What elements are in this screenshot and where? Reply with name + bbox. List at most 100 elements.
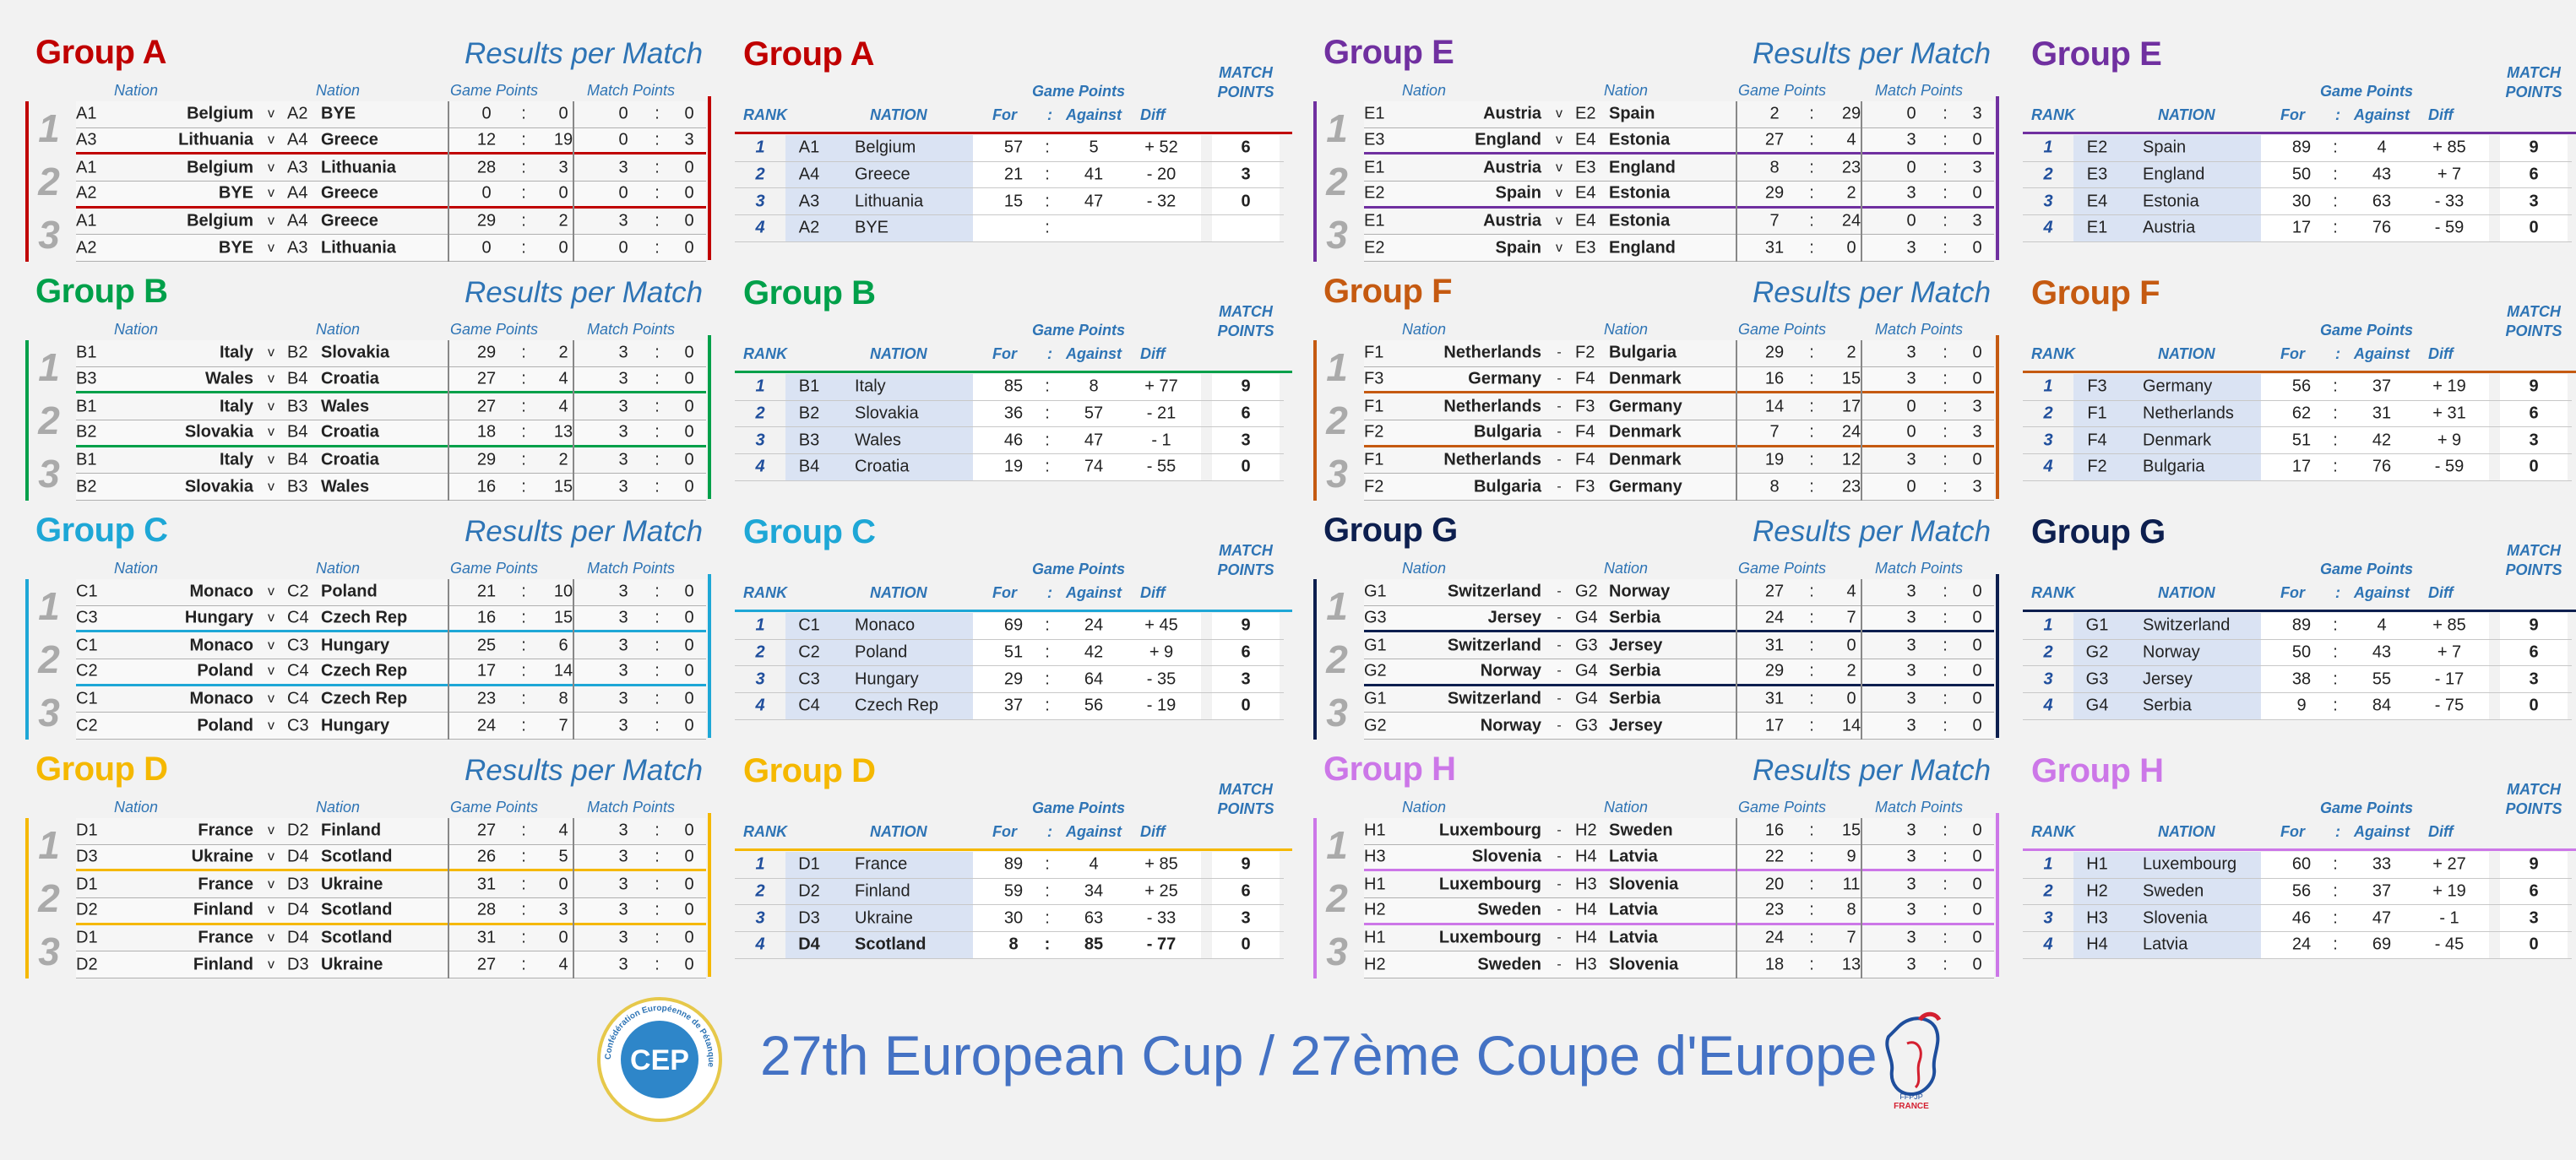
team-code-home: F2 bbox=[1364, 422, 1384, 442]
team-code-home: B2 bbox=[76, 477, 97, 496]
rank-number: 4 bbox=[2043, 935, 2053, 954]
team-name: Poland bbox=[855, 642, 908, 662]
team-code: E4 bbox=[2086, 192, 2108, 211]
team-name-home: Monaco bbox=[189, 689, 253, 708]
team-name-away: Lithuania bbox=[321, 158, 396, 177]
right-color-bar bbox=[1996, 813, 1999, 977]
team-code-home: A1 bbox=[76, 158, 97, 177]
game-points-home: 27 bbox=[476, 397, 497, 416]
nation-shade bbox=[785, 135, 973, 242]
match-row: A1 Belgium v A3 Lithuania 28 3 3 0:: bbox=[76, 154, 706, 182]
game-points-header: Game Points bbox=[2320, 322, 2414, 339]
nation-header-home: Nation bbox=[1402, 321, 1447, 338]
score-colon: : bbox=[655, 104, 660, 123]
match-points-header: MATCH POINTS bbox=[2505, 781, 2562, 817]
game-points-away: 4 bbox=[558, 821, 568, 840]
points-against: 34 bbox=[1084, 881, 1104, 901]
match-points-shade bbox=[2500, 852, 2568, 959]
match-points: 9 bbox=[2529, 377, 2539, 396]
match-points-home: 3 bbox=[618, 477, 628, 496]
ranking-row: 1 A1 Belgium 57 5 + 52 6: bbox=[735, 135, 1284, 162]
team-code-home: H1 bbox=[1364, 821, 1386, 840]
match-points: 9 bbox=[2529, 138, 2539, 157]
versus-mark: v bbox=[268, 957, 274, 972]
column-divider bbox=[448, 818, 449, 978]
score-colon: : bbox=[1045, 138, 1050, 157]
points-against: 47 bbox=[1084, 192, 1104, 211]
match-points-away: 0 bbox=[684, 689, 694, 708]
match-points-shade bbox=[2500, 613, 2568, 720]
points-diff: + 85 bbox=[2432, 615, 2466, 635]
diff-header: Diff bbox=[1140, 823, 1166, 840]
rank-number: 3 bbox=[755, 669, 765, 689]
match-row: D1 France v D4 Scotland 31 0 3 0:: bbox=[76, 924, 706, 952]
points-for: 60 bbox=[2291, 854, 2312, 874]
team-code-home: D3 bbox=[76, 847, 98, 866]
team-code-home: A2 bbox=[76, 183, 97, 203]
score-colon: : bbox=[1045, 404, 1050, 423]
team-code-away: C3 bbox=[287, 636, 309, 655]
score-colon: : bbox=[521, 582, 526, 601]
game-points-shade bbox=[973, 374, 1201, 481]
team-code-home: D2 bbox=[76, 900, 98, 919]
rank-number: 2 bbox=[2043, 165, 2053, 184]
rank-number: 1 bbox=[2043, 138, 2053, 157]
team-code-away: B3 bbox=[287, 477, 308, 496]
team-code-away: C2 bbox=[287, 582, 309, 601]
match-points: 0 bbox=[2529, 696, 2539, 715]
matchday-number: 1 bbox=[38, 583, 60, 628]
game-points-shade bbox=[973, 613, 1201, 720]
points-against: 4 bbox=[2377, 138, 2387, 157]
match-points-away: 0 bbox=[1972, 689, 1982, 708]
nation-header: NATION bbox=[2158, 345, 2215, 362]
game-points-home: 12 bbox=[476, 130, 497, 149]
colon-header: : bbox=[2335, 345, 2340, 362]
match-points-home: 3 bbox=[618, 716, 628, 735]
team-code-away: F4 bbox=[1575, 450, 1595, 469]
points-for: 29 bbox=[1003, 669, 1024, 689]
team-code-away: G2 bbox=[1575, 582, 1598, 601]
team-code-away: F3 bbox=[1575, 477, 1595, 496]
versus-mark: - bbox=[1557, 957, 1562, 972]
match-points: 0 bbox=[2529, 935, 2539, 954]
score-colon: : bbox=[1943, 477, 1948, 496]
game-points-away: 3 bbox=[558, 900, 568, 919]
score-colon: : bbox=[1943, 397, 1948, 416]
points-diff: - 17 bbox=[2434, 669, 2465, 689]
team-name-away: Germany bbox=[1609, 477, 1682, 496]
team-name-away: Latvia bbox=[1609, 900, 1658, 919]
colon-header: : bbox=[2335, 584, 2340, 601]
match-points-header: Match Points bbox=[1875, 560, 1964, 577]
versus-mark: v bbox=[268, 637, 274, 653]
team-name: Austria bbox=[2143, 218, 2196, 237]
match-points: 3 bbox=[2529, 192, 2539, 211]
rank-header: RANK bbox=[2031, 823, 2075, 840]
team-name-away: Scotland bbox=[321, 847, 393, 866]
game-points-home: 0 bbox=[481, 238, 492, 257]
match-points: 0 bbox=[1241, 935, 1251, 954]
left-color-bar bbox=[1313, 818, 1317, 978]
matchday-number: 3 bbox=[1326, 213, 1348, 257]
score-colon: : bbox=[2333, 696, 2338, 715]
match-points-home: 3 bbox=[618, 343, 628, 362]
group-title: Group B bbox=[743, 274, 876, 312]
rank-header: RANK bbox=[2031, 345, 2075, 362]
match-points-away: 0 bbox=[684, 661, 694, 680]
ranking-row: 3 H3 Slovenia 46 47 - 1 3: bbox=[2023, 905, 2572, 933]
game-points-away: 4 bbox=[1846, 130, 1856, 149]
score-colon: : bbox=[521, 422, 526, 442]
match-row: F3 Germany - F4 Denmark 16 15 3 0:: bbox=[1364, 366, 1994, 394]
points-for: 51 bbox=[1003, 642, 1024, 662]
game-points-away: 0 bbox=[558, 238, 568, 257]
match-points: 0 bbox=[1241, 696, 1251, 715]
match-points: 3 bbox=[1241, 669, 1251, 689]
points-diff: - 59 bbox=[2434, 218, 2465, 237]
team-name-away: Estonia bbox=[1609, 211, 1671, 230]
ranking-header-line bbox=[735, 848, 1292, 851]
points-diff: - 33 bbox=[1146, 908, 1177, 928]
team-code: C4 bbox=[798, 696, 820, 715]
team-name: Serbia bbox=[2143, 696, 2192, 715]
team-code: C2 bbox=[798, 642, 820, 662]
nation-header-away: Nation bbox=[316, 799, 361, 816]
score-colon: : bbox=[521, 211, 526, 230]
